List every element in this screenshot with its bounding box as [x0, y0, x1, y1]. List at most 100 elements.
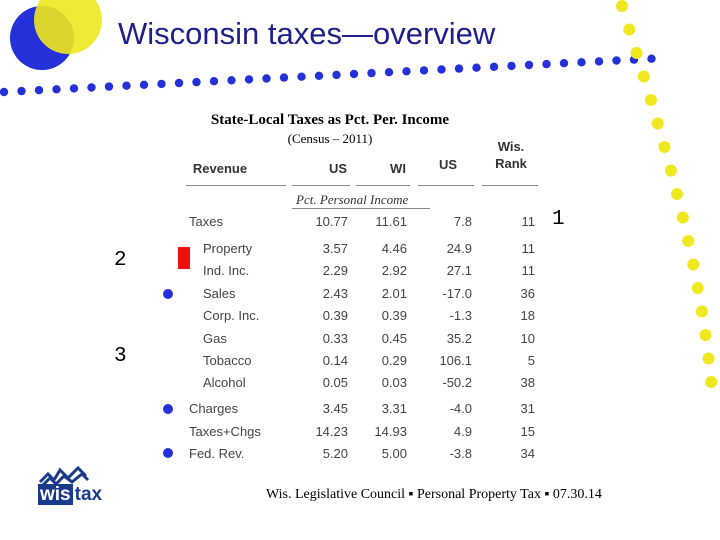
decor-dot	[52, 85, 61, 94]
decor-dot	[489, 62, 499, 71]
marker-3: 3	[114, 345, 127, 368]
cell-us: 14.23	[315, 424, 348, 439]
decor-dot	[17, 86, 26, 96]
decor-dot	[695, 305, 708, 318]
decor-dot	[402, 67, 411, 76]
cell-pct-of-us: 27.1	[446, 263, 472, 278]
cell-rank: 31	[520, 401, 535, 416]
bullet-dot	[163, 448, 173, 458]
decor-dot	[637, 70, 650, 83]
row-label: Fed. Rev.	[189, 446, 245, 461]
decor-dot	[623, 23, 636, 36]
decor-dot	[651, 117, 664, 130]
logo-part-tax: tax	[74, 484, 103, 505]
decor-dot	[454, 64, 464, 73]
decor-dot	[122, 81, 131, 90]
cell-pct-of-us: 35.2	[446, 331, 472, 346]
header-us-pct: US	[438, 157, 458, 172]
decor-dot	[630, 47, 643, 59]
cell-wi: 3.31	[381, 401, 407, 416]
row-label: Corp. Inc.	[203, 308, 260, 323]
unit-rule	[292, 208, 430, 209]
cell-us: 2.43	[322, 286, 348, 301]
table-row: Corp. Inc. 0.39 0.39 -1.3 18	[0, 308, 720, 328]
wistax-logo-text: wis tax	[38, 484, 102, 506]
decor-yellow-circle	[34, 0, 102, 54]
cell-wi: 0.29	[381, 353, 407, 368]
cell-pct-of-us: 7.8	[453, 214, 472, 229]
table-row: Alcohol 0.05 0.03 -50.2 38	[0, 375, 720, 395]
cell-wi: 0.03	[381, 375, 407, 390]
table-row: Property 3.57 4.46 24.9 11	[0, 241, 720, 261]
cell-rank: 10	[520, 331, 535, 346]
row-label: Alcohol	[203, 375, 246, 390]
cell-pct-of-us: 106.1	[439, 353, 472, 368]
cell-us: 3.57	[322, 241, 348, 256]
decor-dot	[559, 59, 569, 68]
cell-wi: 14.93	[374, 424, 407, 439]
decor-dot	[644, 94, 657, 106]
cell-rank: 36	[520, 286, 535, 301]
wistax-logo-icon	[38, 465, 90, 490]
highlight-red-marker	[178, 247, 190, 269]
header-rule	[418, 185, 474, 186]
cell-pct-of-us: 4.9	[453, 424, 472, 439]
table-subtitle: (Census – 2011)	[287, 131, 373, 146]
logo-part-wis: wis	[38, 484, 73, 505]
decor-dot	[34, 86, 44, 95]
decor-dot	[279, 73, 289, 82]
decor-dot	[594, 57, 604, 66]
table-row: Sales 2.43 2.01 -17.0 36	[0, 286, 720, 306]
bullet-dot	[163, 404, 173, 414]
row-label: Charges	[189, 401, 239, 416]
row-label: Property	[203, 241, 253, 256]
decor-dot	[227, 76, 236, 85]
cell-rank: 11	[521, 214, 536, 229]
decor-dot	[671, 188, 683, 200]
decor-dot	[419, 66, 429, 75]
cell-wi: 2.92	[381, 263, 407, 278]
cell-wi: 0.39	[381, 308, 407, 323]
cell-us: 5.20	[322, 446, 348, 461]
row-label: Gas	[203, 331, 227, 346]
decor-dot	[104, 82, 114, 91]
table-row: Tobacco 0.14 0.29 106.1 5	[0, 353, 720, 373]
table-row: Charges 3.45 3.31 -4.0 31	[0, 401, 720, 421]
decor-dot	[542, 59, 551, 69]
cell-wi: 11.61	[375, 214, 407, 229]
decor-dot	[87, 83, 96, 92]
decor-dot	[297, 72, 306, 81]
cell-pct-of-us: -4.0	[449, 401, 472, 416]
decor-dot	[0, 87, 9, 97]
decor-dot	[647, 54, 656, 63]
cell-pct-of-us: -17.0	[442, 286, 472, 301]
table-row: Gas 0.33 0.45 35.2 10	[0, 331, 720, 351]
cell-us: 10.77	[315, 214, 348, 229]
table-row: Ind. Inc. 2.29 2.92 27.1 11	[0, 263, 720, 283]
decor-dot	[612, 56, 621, 65]
decor-dot	[658, 141, 671, 153]
cell-us: 0.14	[322, 353, 348, 368]
decor-dot	[687, 258, 700, 271]
decor-dot	[262, 74, 271, 83]
decor-dot	[524, 60, 534, 70]
cell-us: 0.39	[322, 308, 348, 323]
decor-dot	[507, 61, 516, 71]
decor-dot	[192, 77, 201, 87]
table-title: State-Local Taxes as Pct. Per. Income	[210, 112, 450, 128]
decor-dot	[691, 282, 704, 294]
decor-dot	[157, 79, 166, 89]
decor-dot	[577, 58, 586, 67]
cell-wi: 5.00	[381, 446, 407, 461]
decor-dot	[437, 65, 446, 74]
header-rule	[292, 185, 350, 186]
cell-rank: 15	[520, 424, 535, 439]
decor-dot	[332, 70, 341, 80]
cell-rank: 38	[520, 375, 535, 390]
decor-dot	[174, 78, 184, 88]
marker-2: 2	[114, 249, 127, 272]
unit-label: Pct. Personal Income	[296, 192, 409, 207]
decor-dot	[367, 68, 376, 78]
cell-us: 2.29	[322, 263, 348, 278]
